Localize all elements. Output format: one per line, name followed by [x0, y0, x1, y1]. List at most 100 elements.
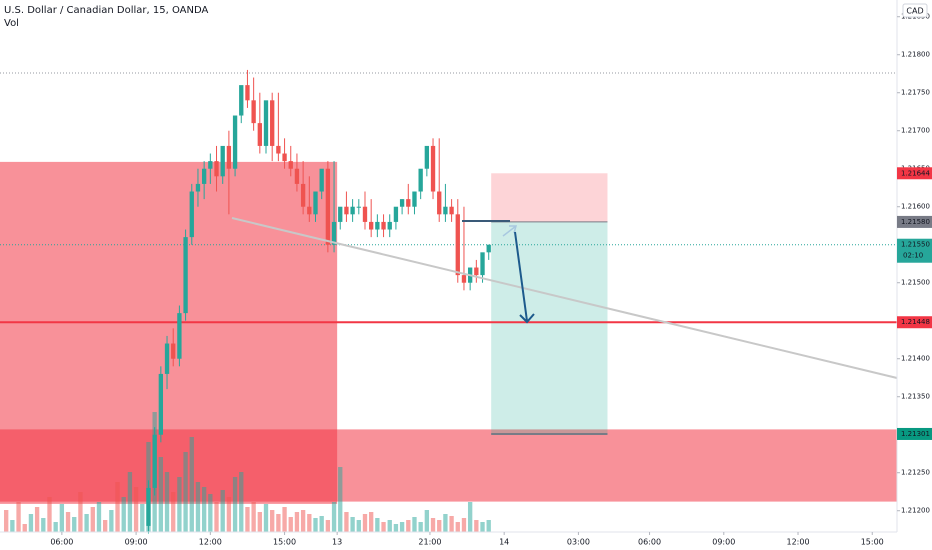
volume-bar — [369, 512, 374, 532]
candle-body — [375, 221, 380, 230]
candle-body — [418, 168, 423, 192]
volume-bar — [350, 517, 355, 532]
y-tick-label: 1.21500 — [901, 279, 930, 287]
volume-bar — [313, 518, 318, 532]
volume-bar — [418, 522, 423, 532]
candle-body — [424, 145, 430, 169]
candle-body — [406, 199, 411, 207]
candle-body — [387, 221, 392, 230]
currency-box[interactable] — [902, 3, 928, 18]
candle-body — [158, 373, 164, 435]
candle-body — [288, 161, 293, 169]
candle-body — [325, 168, 331, 245]
candle-body — [251, 100, 256, 124]
price-label-bg — [897, 167, 932, 180]
volume-bar — [201, 487, 207, 532]
volume-bar — [177, 477, 182, 532]
volume-bar — [115, 482, 120, 532]
candle-body — [270, 100, 275, 146]
candle-body — [152, 434, 157, 488]
volume-bar — [96, 502, 102, 532]
y-tick-label: 1.21600 — [901, 203, 930, 211]
volume-bar — [381, 522, 386, 532]
candle-body — [443, 206, 448, 215]
volume-bar — [245, 507, 250, 532]
volume-bar — [140, 504, 145, 532]
volume-bar — [47, 497, 52, 532]
x-tick-label: 12:00 — [199, 538, 222, 547]
price-label: 1.21644 — [901, 169, 930, 177]
volume-bar — [4, 510, 9, 532]
projection-arrow — [514, 231, 535, 324]
volume-bar — [362, 514, 368, 532]
volume-bar — [65, 512, 71, 532]
candle-body — [399, 199, 405, 207]
y-tick-label: 1.21700 — [901, 127, 930, 135]
volume-bar — [84, 514, 89, 532]
volume-bar — [430, 518, 436, 532]
y-tick-label: 1.21400 — [901, 355, 930, 363]
candle-body — [294, 168, 300, 184]
volume-bar — [127, 472, 133, 532]
volume-bar — [232, 477, 238, 532]
price-label-bg — [897, 427, 932, 440]
y-tick-label: 1.21800 — [901, 51, 930, 59]
volume-bar — [10, 520, 15, 532]
volume-bar — [22, 524, 27, 532]
volume-bar — [208, 494, 213, 532]
price-label-bg — [897, 316, 932, 329]
x-tick-label: 06:00 — [638, 538, 661, 547]
volume-bar — [486, 520, 491, 532]
volume-bar — [480, 522, 485, 532]
y-tick-label: 1.21750 — [901, 89, 930, 97]
x-tick-label: 15:00 — [273, 538, 296, 547]
volume-bar — [461, 518, 467, 532]
currency[interactable]: CAD — [906, 7, 923, 16]
candle-body — [146, 487, 151, 526]
volume-bar — [387, 520, 392, 532]
volume-bar — [214, 502, 219, 532]
candle-body — [263, 100, 269, 146]
volume-bar — [300, 510, 306, 532]
volume-bar — [276, 514, 281, 532]
volume-bar — [356, 520, 361, 532]
countdown: 02:10 — [903, 252, 923, 260]
candle-body — [232, 115, 238, 169]
volume-bar — [103, 520, 108, 532]
trend-line — [231, 217, 898, 379]
volume-bar — [443, 514, 448, 532]
volume-bar — [90, 507, 95, 532]
x-tick-label: 03:00 — [567, 538, 590, 547]
x-tick-label: 06:00 — [50, 538, 73, 547]
candle-body — [461, 275, 467, 283]
candle-body — [300, 183, 306, 207]
volume-bar — [455, 522, 460, 532]
volume-bar — [399, 522, 405, 532]
price-axis — [897, 0, 932, 550]
y-tick-label: 1.21350 — [901, 393, 930, 401]
candle-body — [474, 267, 479, 276]
candle-body — [177, 313, 182, 359]
volume-bar — [319, 516, 324, 532]
position-risk — [491, 173, 608, 222]
plot-area — [0, 69, 897, 534]
candle-body — [356, 206, 361, 208]
candle-body — [449, 206, 454, 215]
candle-body — [164, 343, 170, 374]
volume-bar — [72, 517, 77, 532]
volume-bar — [34, 507, 40, 532]
candle-body — [226, 145, 232, 169]
volume-bar — [406, 520, 411, 532]
y-tick-label: 1.21250 — [901, 469, 930, 477]
candle-body — [381, 221, 386, 230]
candle-body — [201, 168, 207, 184]
price-label-bg — [897, 215, 932, 228]
candle-body — [344, 206, 349, 215]
position-reward — [491, 221, 608, 434]
price-label-bg — [897, 238, 932, 263]
volume-bar — [412, 517, 417, 532]
volume-bar — [437, 520, 442, 532]
x-tick-label: 14 — [499, 538, 509, 547]
candle-body — [195, 183, 201, 192]
